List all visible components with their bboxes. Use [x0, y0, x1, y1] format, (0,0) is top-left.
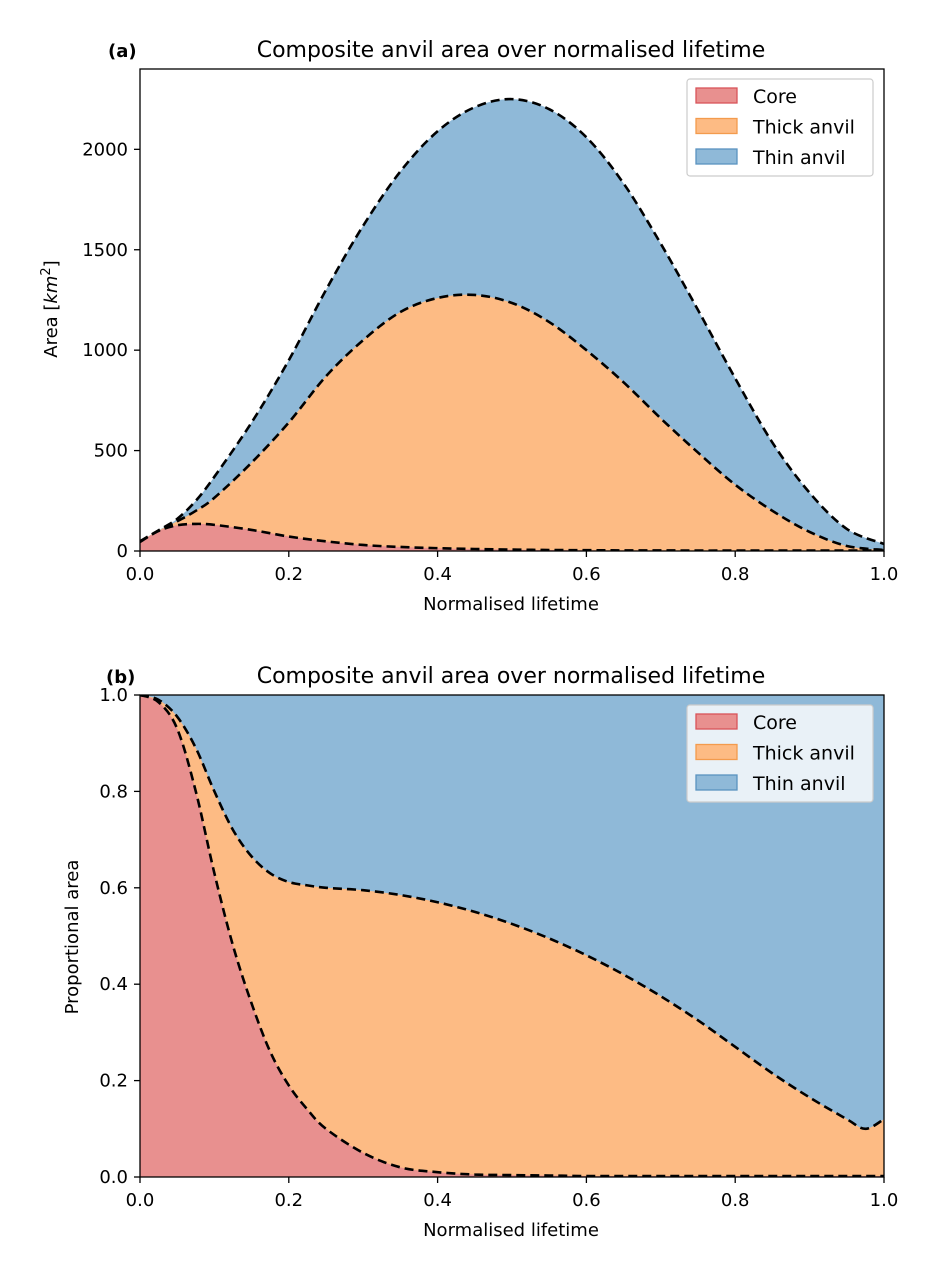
panel-label: (a): [108, 41, 137, 62]
area-core: [140, 695, 884, 1177]
x-tick-label: 0.0: [126, 1190, 155, 1211]
legend-label-core: Core: [753, 86, 797, 108]
legend-label-thick: Thick anvil: [752, 743, 855, 765]
legend-swatch-thick: [695, 117, 738, 135]
x-tick-label: 0.8: [721, 564, 750, 585]
y-tick-label: 0: [117, 541, 128, 562]
y-tick-label: 0.8: [99, 781, 128, 802]
legend-label-thin: Thin anvil: [752, 147, 846, 169]
legend-label-thin: Thin anvil: [752, 773, 846, 795]
legend-swatch-thick: [695, 743, 738, 761]
plot-area: 0.0 0.2 0.4 0.6 0.8 1.0 0 500 1000 1500 2000 Core Th…: [82, 68, 899, 585]
panel-label: (b): [106, 667, 135, 688]
y-tick-label: 0.2: [99, 1071, 128, 1092]
x-tick-label: 0.4: [423, 564, 452, 585]
legend-swatch-thin: [695, 774, 738, 791]
x-tick-label: 1.0: [870, 564, 899, 585]
legend-label-core: Core: [753, 712, 797, 734]
y-tick-label: 0.4: [99, 974, 128, 995]
x-axis-label: Normalised lifetime: [423, 594, 599, 615]
x-tick-label: 0.2: [274, 1190, 303, 1211]
area-thick: [140, 695, 884, 1177]
x-tick-label: 1.0: [870, 1190, 899, 1211]
axes-frame: [139, 68, 885, 552]
y-tick-label: 1000: [82, 340, 128, 361]
y-tick-label: 1500: [82, 240, 128, 261]
y-tick-label: 0.6: [99, 878, 128, 899]
x-tick-label: 0.6: [572, 564, 601, 585]
y-tick-label: 500: [94, 441, 128, 462]
x-tick-label: 0.2: [274, 564, 303, 585]
panel-b: (b) Composite anvil area over normalised…: [62, 664, 898, 1241]
plot-area: 0.0 0.2 0.4 0.6 0.8 1.0 0.0 0.2 0.4 0.6 0.8 1.0 Core…: [99, 685, 898, 1211]
legend-swatch-thin: [695, 148, 738, 165]
legend-swatch-core: [695, 713, 738, 730]
panel-a: (a) Composite anvil area over normalised…: [39, 38, 898, 615]
y-axis-label: Area [km2]: [39, 260, 62, 357]
boundary-line-core: [140, 522, 884, 551]
area-fills: [140, 97, 884, 551]
x-tick-label: 0.0: [126, 564, 155, 585]
y-tick-label: 1.0: [99, 685, 128, 706]
x-tick-label: 0.6: [572, 1190, 601, 1211]
chart-title: Composite anvil area over normalised lif…: [257, 664, 766, 689]
boundary-line-core: [140, 695, 884, 1177]
legend-label-thick: Thick anvil: [752, 117, 855, 139]
y-axis-label: Proportional area: [62, 860, 83, 1015]
y-tick-label: 0.0: [99, 1167, 128, 1188]
legend: Core Thick anvil Thin anvil: [686, 78, 874, 177]
boundary-line-thick: [140, 695, 884, 1131]
boundary-line-thin: [140, 97, 884, 546]
legend: Core Thick anvil Thin anvil: [686, 704, 874, 803]
area-core: [140, 523, 884, 551]
legend-swatch-core: [695, 87, 738, 104]
chart-title: Composite anvil area over normalised lif…: [257, 38, 766, 63]
x-tick-label: 0.4: [423, 1190, 452, 1211]
y-axis-unit-exponent: 2: [39, 267, 54, 275]
area-fills: [140, 695, 884, 1177]
y-axis-label-close: ]: [41, 260, 62, 267]
axes-frame: [139, 694, 885, 1178]
boundary-line-thick: [140, 293, 884, 551]
x-tick-label: 0.8: [721, 1190, 750, 1211]
area-thick: [140, 294, 884, 551]
y-tick-label: 2000: [82, 139, 128, 160]
x-axis-label: Normalised lifetime: [423, 1220, 599, 1241]
y-axis-unit: km: [41, 276, 62, 304]
